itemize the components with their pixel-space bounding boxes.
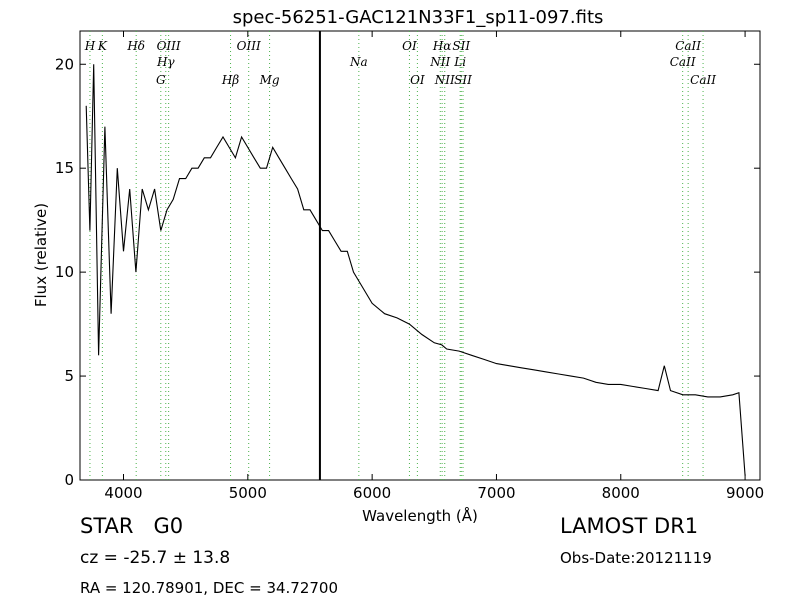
line-label: K	[97, 39, 108, 53]
x-tick-label: 9000	[726, 484, 764, 502]
line-label: Hγ	[156, 55, 175, 69]
line-label: Hβ	[221, 73, 239, 87]
spectrum-line	[85, 64, 746, 476]
line-label: OI	[410, 73, 425, 87]
plot-frame	[79, 30, 761, 481]
line-label: Li	[453, 55, 466, 69]
observation-date: Obs-Date:20121119	[560, 549, 712, 567]
chart-title: spec-56251-GAC121N33F1_sp11-097.fits	[233, 7, 604, 28]
y-tick-label: 20	[55, 55, 74, 73]
object-class: STAR	[80, 514, 134, 538]
line-label: OIII	[157, 39, 181, 53]
object-classification: STAR G0	[80, 514, 183, 538]
redshift-cz: cz = -25.7 ± 13.8	[80, 548, 231, 568]
x-tick-label: 5000	[229, 484, 267, 502]
x-tick-label: 7000	[477, 484, 515, 502]
y-tick-label: 5	[64, 367, 74, 385]
x-tick-label: 4000	[104, 484, 142, 502]
line-label: SII	[452, 39, 470, 53]
x-axis-ticks: 4000 5000 6000 7000 8000 9000	[104, 31, 764, 502]
y-tick-label: 10	[55, 263, 74, 281]
line-label: OIII	[237, 39, 261, 53]
line-label: H	[84, 39, 96, 53]
y-tick-label: 0	[64, 471, 74, 489]
line-label: Na	[349, 55, 368, 69]
x-tick-label: 8000	[602, 484, 640, 502]
spectrum-series	[85, 31, 746, 480]
spectral-line-markers	[89, 31, 704, 480]
line-label: NII	[434, 73, 455, 87]
line-label: CaII	[690, 73, 716, 87]
y-axis-ticks: 0 5 10 15 20	[55, 55, 760, 489]
survey-name: LAMOST DR1	[560, 514, 699, 538]
x-axis-label: Wavelength (Å)	[362, 506, 478, 525]
object-subclass: G0	[153, 514, 184, 538]
line-label: CaII	[675, 39, 701, 53]
line-label: Hδ	[126, 39, 145, 53]
coordinates: RA = 120.78901, DEC = 34.72700	[80, 579, 339, 597]
line-label: Hα	[432, 39, 452, 53]
x-tick-label: 6000	[353, 484, 391, 502]
y-axis-label: Flux (relative)	[32, 203, 50, 307]
y-tick-label: 15	[55, 159, 74, 177]
line-label: NII	[429, 55, 450, 69]
line-label: G	[156, 73, 166, 87]
line-label: SII	[454, 73, 472, 87]
line-label: Mg	[259, 73, 280, 87]
line-label: CaII	[670, 55, 696, 69]
line-label: OI	[402, 39, 417, 53]
